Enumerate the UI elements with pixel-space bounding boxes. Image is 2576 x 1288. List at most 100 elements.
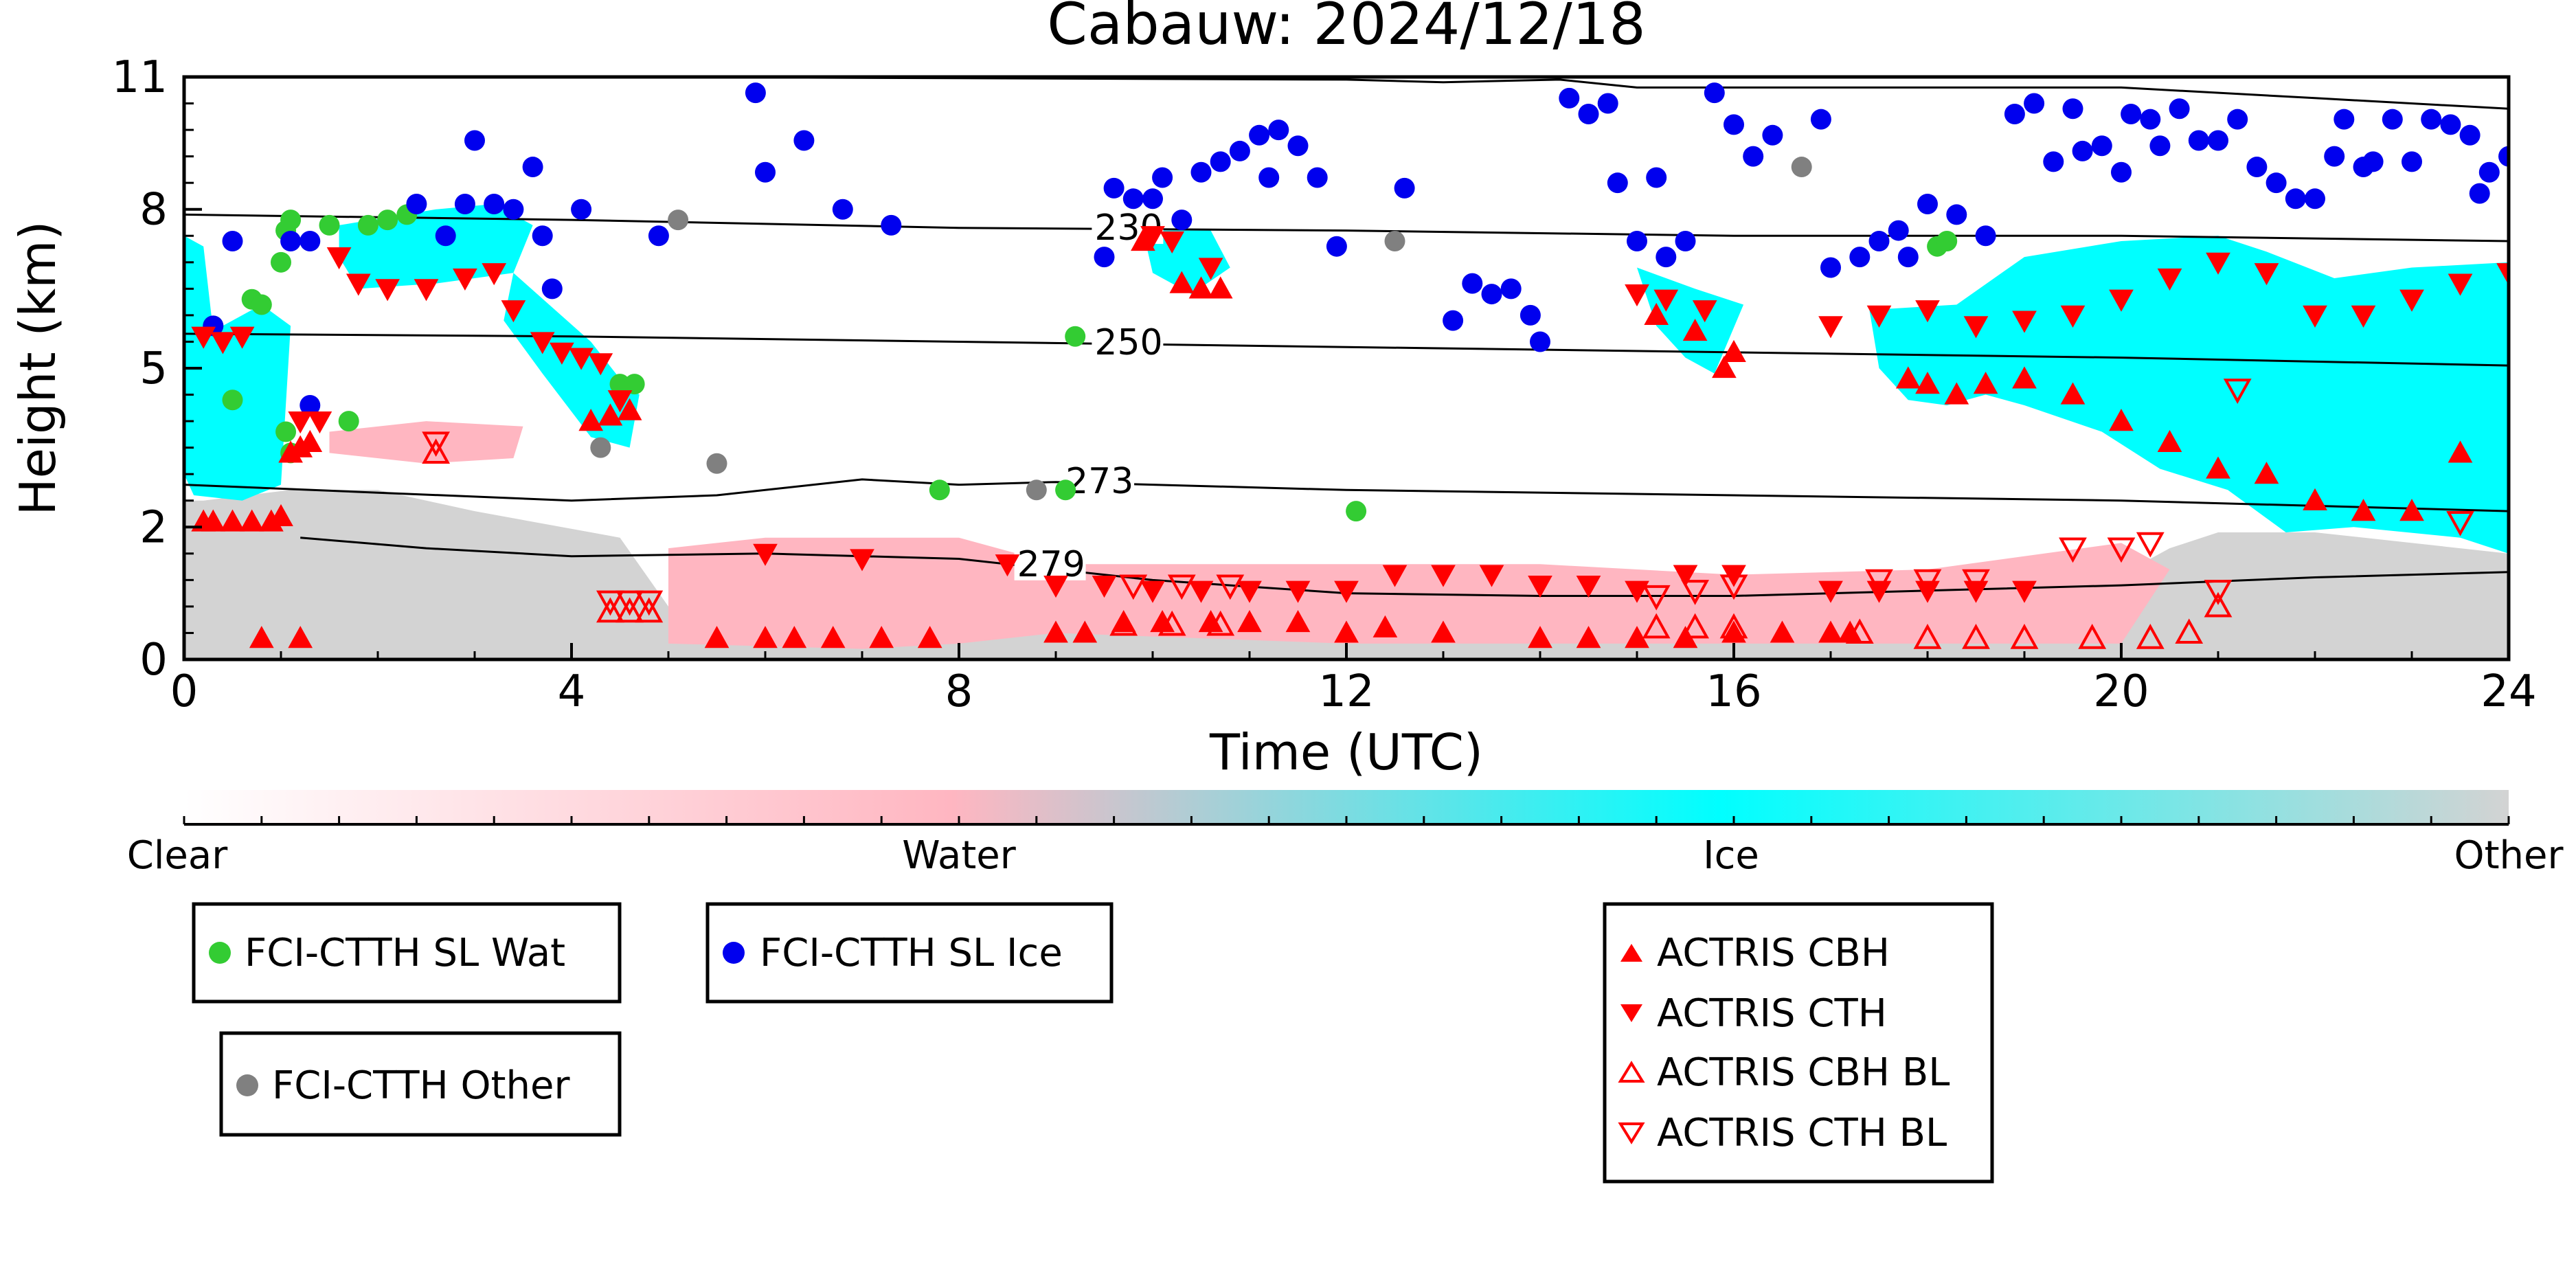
marker-actris-cbh [1625,626,1649,648]
marker-actris-cth [2351,305,2376,328]
marker-fci-ctth-other [1791,157,1812,178]
marker-actris-cth [1334,580,1359,603]
marker-fci-ctth-sl-ice [1481,284,1502,305]
marker-fci-ctth-sl-ice [300,394,321,416]
marker-actris-cth [307,411,332,434]
marker-actris-cth-bl [1167,574,1196,600]
legend-fci-other: FCI-CTTH Other [219,1031,622,1137]
marker-actris-cbh [1770,620,1795,643]
y-axis-label: Height (km) [9,221,67,516]
marker-fci-ctth-sl-wat [377,210,398,231]
marker-actris-cth [1818,580,1843,603]
marker-actris-cbh [917,626,942,648]
marker-actris-cbh-bl [1719,613,1748,639]
marker-fci-ctth-sl-ice [571,199,592,220]
marker-actris-cth [2206,252,2230,275]
marker-fci-ctth-sl-ice [2266,172,2287,194]
marker-fci-ctth-sl-ice [300,230,321,251]
marker-fci-ctth-sl-ice [1724,114,1744,135]
marker-actris-cth [1043,575,1068,598]
legend-marker-fci-wat [209,942,231,964]
marker-actris-cbh [782,626,807,648]
marker-fci-ctth-sl-ice [881,214,902,236]
marker-actris-cbh-bl [1642,613,1671,639]
chart-title: Cabauw: 2024/12/18 [1047,0,1645,58]
marker-actris-cth-bl [1913,569,1942,595]
marker-fci-ctth-sl-ice [1122,188,1144,210]
marker-fci-ctth-sl-ice [484,194,505,215]
marker-fci-ctth-sl-ice [2169,98,2190,120]
marker-actris-cbh-bl [2136,624,2165,649]
isotherm-label-bg [1092,324,1164,359]
marker-actris-cbh-bl [2078,624,2107,649]
legend-label-actris-cbh: ACTRIS CBH [1657,931,1890,975]
marker-actris-cbh [598,403,623,426]
marker-actris-cbh [2060,382,2086,405]
marker-fci-ctth-sl-wat [271,251,291,273]
marker-fci-ctth-sl-wat [929,479,950,501]
marker-actris-cbh-bl [635,597,664,623]
marker-fci-ctth-sl-ice [464,130,485,151]
marker-actris-cbh [1285,610,1311,633]
y-tick-label: 0 [139,635,168,686]
cloud-phase-region [504,273,640,448]
isotherm-line [629,77,2509,110]
marker-fci-ctth-sl-ice [2024,93,2045,114]
marker-fci-ctth-sl-ice [1656,247,1677,268]
x-tick-label: 4 [558,666,586,717]
legend-label-actris-cth-bl: ACTRIS CTH BL [1657,1111,1947,1155]
marker-fci-ctth-sl-wat [1055,479,1076,501]
x-tick-label: 8 [945,666,973,717]
marker-fci-ctth-sl-ice [1762,124,1783,146]
marker-actris-cth-bl [1681,580,1709,605]
marker-fci-ctth-sl-ice [1229,140,1250,161]
marker-actris-cth [607,390,633,413]
marker-actris-cth [1625,284,1649,307]
marker-fci-ctth-sl-ice [832,199,853,220]
marker-actris-cth [2012,580,2037,603]
marker-actris-cth [326,247,352,270]
colorbar-label-water: Water [902,833,1017,878]
marker-fci-ctth-sl-ice [1258,167,1280,188]
marker-fci-ctth-sl-ice [1287,135,1309,157]
marker-fci-ctth-sl-ice [541,278,563,300]
isotherm-line [184,478,2509,512]
marker-fci-ctth-sl-ice [2111,161,2132,183]
marker-actris-cth [1528,575,1552,598]
marker-fci-ctth-sl-wat [357,214,379,236]
marker-actris-cbh [1528,626,1552,648]
legend-fci-ice: FCI-CTTH SL Ice [705,902,1114,1004]
marker-fci-ctth-sl-ice [2478,161,2500,183]
marker-actris-cth [210,332,236,354]
marker-actris-cth-bl [2136,532,2165,558]
marker-fci-ctth-sl-ice [1675,230,1696,251]
marker-actris-cth [1382,565,1408,587]
marker-actris-cbh [220,509,245,532]
marker-fci-ctth-sl-ice [2188,130,2209,151]
marker-actris-cth [2060,305,2086,328]
marker-fci-ctth-sl-wat [251,294,272,315]
marker-fci-ctth-sl-ice [2227,109,2248,130]
marker-fci-ctth-sl-ice [2498,146,2509,167]
marker-actris-cth [453,268,477,291]
marker-fci-ctth-sl-ice [2121,103,2142,124]
isotherm-line [184,332,2509,367]
legend-box-fci-ice [705,902,1114,1004]
marker-actris-cbh [1072,620,1098,643]
marker-fci-ctth-sl-ice [2402,151,2422,172]
marker-actris-cbh [1973,372,1998,394]
marker-fci-ctth-sl-ice [2072,140,2093,161]
marker-actris-cbh [297,429,323,453]
y-tick-label: 5 [139,343,168,394]
marker-actris-cth [501,300,526,323]
marker-actris-cbh [2206,456,2230,479]
marker-actris-cth [530,332,555,354]
marker-actris-cbh-bl [1913,624,1942,649]
marker-actris-cbh [2157,429,2182,453]
marker-fci-ctth-sl-ice [406,194,427,215]
marker-fci-ctth-sl-ice [1443,310,1464,331]
marker-actris-cth [1285,580,1311,603]
marker-fci-ctth-sl-ice [1094,247,1115,268]
marker-actris-cth [2399,289,2424,312]
colorbar-label-other: Other [2454,833,2564,878]
